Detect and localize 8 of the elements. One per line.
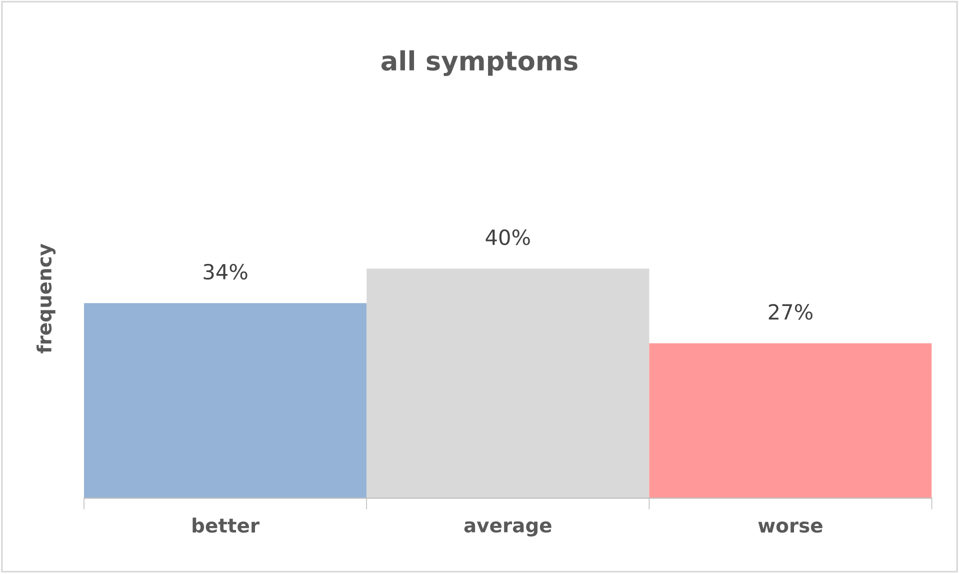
data-label: 34% <box>204 264 248 280</box>
x-tick-label: worse <box>758 522 822 533</box>
chart-title: all symptoms <box>381 50 578 76</box>
data-label: 40% <box>486 229 530 246</box>
x-tick-label: average <box>464 521 552 536</box>
y-axis-title: frequency <box>36 244 56 354</box>
data-label: 27% <box>768 304 812 320</box>
x-tick-label: better <box>192 518 260 533</box>
